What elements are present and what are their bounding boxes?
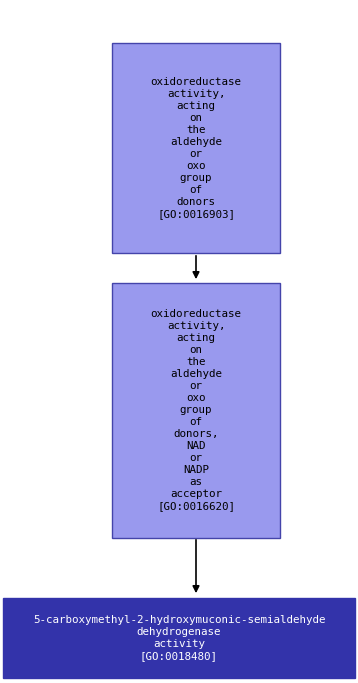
Text: oxidoreductase
activity,
acting
on
the
aldehyde
or
oxo
group
of
donors
[GO:00169: oxidoreductase activity, acting on the a…	[150, 77, 242, 219]
FancyBboxPatch shape	[112, 283, 280, 538]
FancyBboxPatch shape	[3, 598, 355, 678]
Text: oxidoreductase
activity,
acting
on
the
aldehyde
or
oxo
group
of
donors,
NAD
or
N: oxidoreductase activity, acting on the a…	[150, 309, 242, 511]
FancyBboxPatch shape	[112, 43, 280, 253]
Text: 5-carboxymethyl-2-hydroxymuconic-semialdehyde
dehydrogenase
activity
[GO:0018480: 5-carboxymethyl-2-hydroxymuconic-semiald…	[33, 615, 325, 661]
